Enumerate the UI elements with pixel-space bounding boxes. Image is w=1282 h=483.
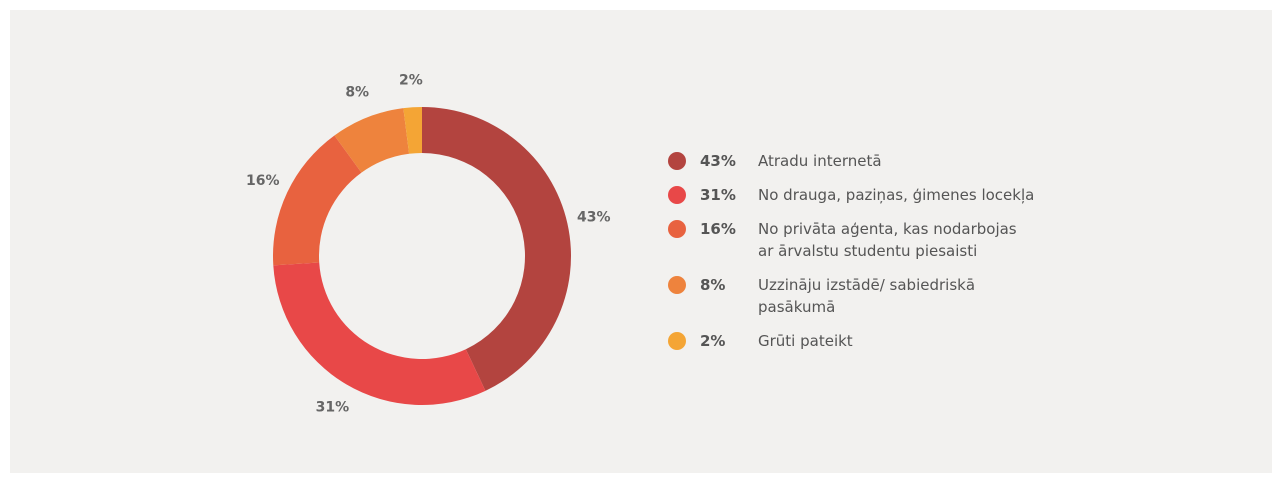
legend-swatch xyxy=(668,332,686,350)
legend-label: Atradu internetā xyxy=(758,152,882,170)
legend-value: 8% xyxy=(700,276,726,294)
panel xyxy=(10,10,1272,473)
slice xyxy=(403,107,422,154)
legend-item: 8% Uzzināju izstādē/ sabiedriskā pasākumā xyxy=(668,274,1088,318)
legend-label: No privāta aģenta, kas nodarbojas ar ārv… xyxy=(758,220,1017,260)
slice xyxy=(273,262,486,405)
legend-swatch xyxy=(668,220,686,238)
slice-label: 31% xyxy=(316,399,350,415)
slice-label: 43% xyxy=(577,210,611,226)
legend-value: 31% xyxy=(700,186,736,204)
legend-swatch xyxy=(668,276,686,294)
legend-item: 16% No privāta aģenta, kas nodarbojas ar … xyxy=(668,218,1088,262)
legend-label: No drauga, paziņas, ģimenes locekļa xyxy=(758,186,1035,204)
legend-swatch xyxy=(668,152,686,170)
slice xyxy=(334,108,410,173)
slice-label: 8% xyxy=(345,84,369,100)
slice-label: 16% xyxy=(246,173,280,189)
slice xyxy=(422,107,572,391)
legend-value: 16% xyxy=(700,220,736,238)
legend-label: Grūti pateikt xyxy=(758,332,853,350)
legend-item: 43% Atradu internetā xyxy=(668,150,1088,172)
legend-item: 31% No drauga, paziņas, ģimenes locekļa xyxy=(668,184,1088,206)
legend-item: 2% Grūti pateikt xyxy=(668,330,1088,352)
legend-value: 43% xyxy=(700,152,736,170)
slice xyxy=(273,135,362,266)
legend: 43% Atradu internetā 31% No drauga, paziņas… xyxy=(668,150,1088,364)
slice-label: 2% xyxy=(399,72,423,88)
legend-swatch xyxy=(668,186,686,204)
legend-label: Uzzināju izstādē/ sabiedriskā pasākumā xyxy=(758,276,976,316)
legend-value: 2% xyxy=(700,332,726,350)
